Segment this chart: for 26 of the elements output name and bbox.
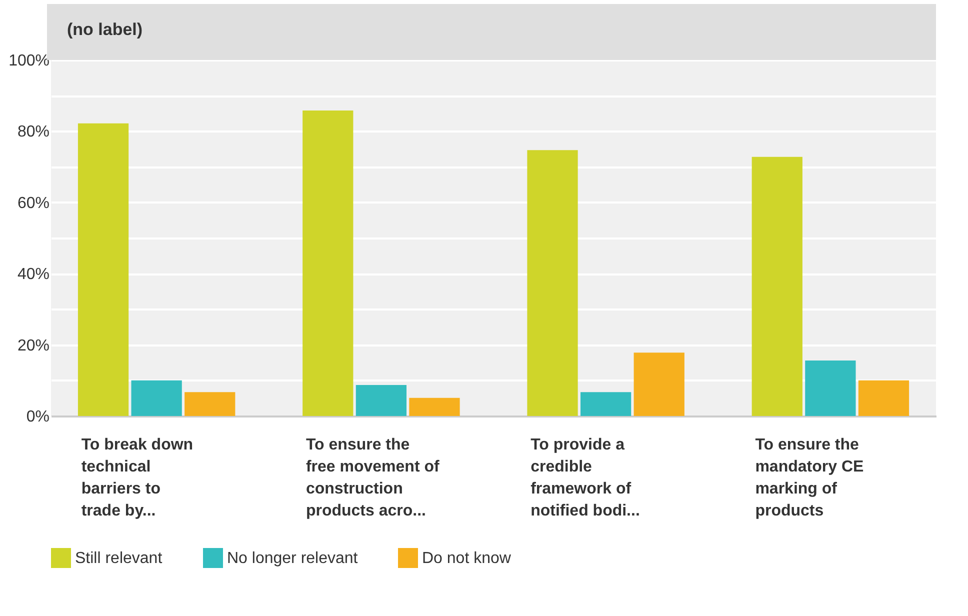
chart-title: (no label) xyxy=(67,20,143,39)
bar xyxy=(302,110,354,416)
bar xyxy=(527,150,578,416)
bar xyxy=(409,398,460,416)
y-tick-label: 40% xyxy=(17,266,50,284)
y-tick-label: 80% xyxy=(17,124,50,141)
bar xyxy=(184,392,236,416)
y-tick-label: 60% xyxy=(17,194,50,212)
legend-label: Still relevant xyxy=(75,550,163,567)
bar xyxy=(858,380,910,416)
bar xyxy=(78,123,129,416)
y-tick-label: 20% xyxy=(17,337,50,354)
bar xyxy=(634,352,684,416)
legend-label: No longer relevant xyxy=(227,550,358,567)
bar xyxy=(356,385,407,416)
x-tick-label: To ensure the free movement of construction products acro... xyxy=(306,436,440,520)
y-tick-label: 100% xyxy=(8,52,50,70)
bar xyxy=(805,360,856,416)
legend-label: Do not know xyxy=(422,550,512,567)
bar xyxy=(580,392,632,416)
x-tick-label: To provide a credible framework of notified bodi... xyxy=(530,436,640,520)
x-tick-label: To break down technical barriers to trade by... xyxy=(81,436,194,520)
bar xyxy=(752,156,802,416)
bar xyxy=(131,380,182,416)
x-tick-label: To ensure the mandatory CE marking of products xyxy=(755,436,864,520)
y-tick-label: 0% xyxy=(26,408,50,426)
